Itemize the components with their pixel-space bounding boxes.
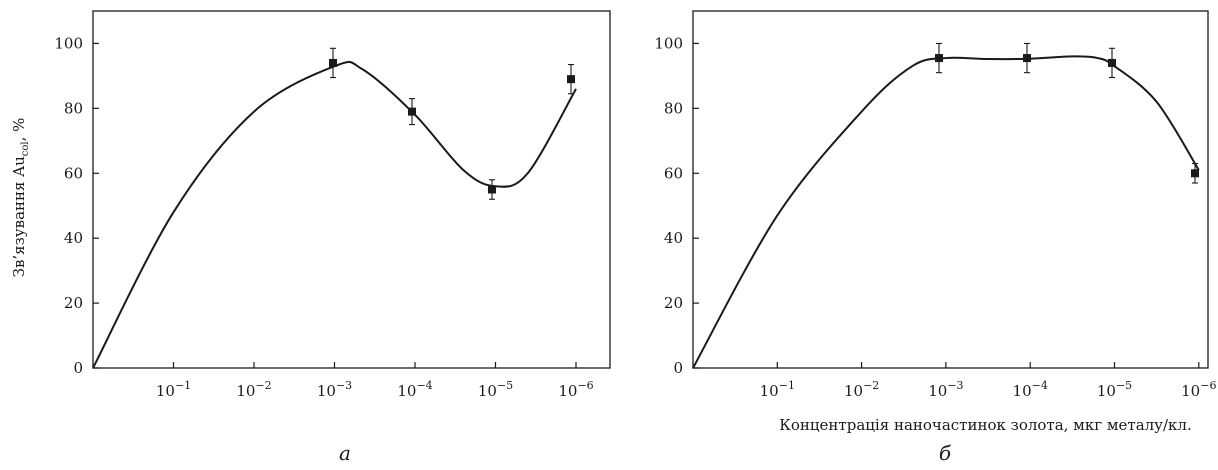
x-tick-label: 10−4 (1013, 379, 1048, 400)
y-tick-label: 40 (664, 229, 683, 247)
x-tick-label: 10−1 (156, 379, 191, 400)
y-tick-label: 60 (664, 164, 683, 182)
y-tick-label: 0 (673, 359, 683, 377)
x-tick-label: 10−4 (397, 379, 432, 400)
fit-curve (693, 56, 1199, 368)
y-tick-label: 60 (64, 164, 83, 182)
x-tick-label: 10−2 (844, 379, 879, 400)
plot-frame (693, 11, 1208, 368)
y-axis-label: Зв’язування Aucol, % (10, 118, 31, 278)
data-point (408, 108, 416, 116)
x-axis-label: Концентрація наночастинок золота, мкг ме… (779, 416, 1191, 434)
data-point (1108, 59, 1116, 67)
x-tick-label: 10−3 (317, 379, 352, 400)
y-tick-label: 100 (654, 34, 683, 52)
data-point (1191, 169, 1199, 177)
fit-curve (93, 62, 576, 368)
x-tick-label: 10−6 (1181, 379, 1216, 400)
y-tick-label: 20 (64, 294, 83, 312)
y-tick-label: 80 (64, 99, 83, 117)
panel-label: б (939, 441, 952, 465)
plot-frame (93, 11, 610, 368)
x-tick-label: 10−5 (478, 379, 513, 400)
y-tick-label: 100 (54, 34, 83, 52)
y-tick-label: 20 (664, 294, 683, 312)
panel-label: а (339, 441, 351, 465)
x-tick-label: 10−1 (760, 379, 795, 400)
data-point (329, 59, 337, 67)
chart-panel-2: 0 20 40 60 80 100 10−1 10−2 10−3 10−4 10−5 10−6 Конц… (654, 11, 1216, 465)
chart-panel-1: 0 20 40 60 80 100 10−1 10−2 10−3 10−4 10−5 10−6 Зв’я… (10, 11, 610, 465)
x-tick-label: 10−3 (928, 379, 963, 400)
data-point (567, 75, 575, 83)
y-tick-label: 80 (664, 99, 683, 117)
x-tick-label: 10−5 (1097, 379, 1132, 400)
x-tick-label: 10−2 (236, 379, 271, 400)
data-point (488, 186, 496, 194)
y-tick-label: 0 (73, 359, 83, 377)
data-point (935, 54, 943, 62)
x-tick-label: 10−6 (558, 379, 593, 400)
y-tick-label: 40 (64, 229, 83, 247)
data-point (1023, 54, 1031, 62)
